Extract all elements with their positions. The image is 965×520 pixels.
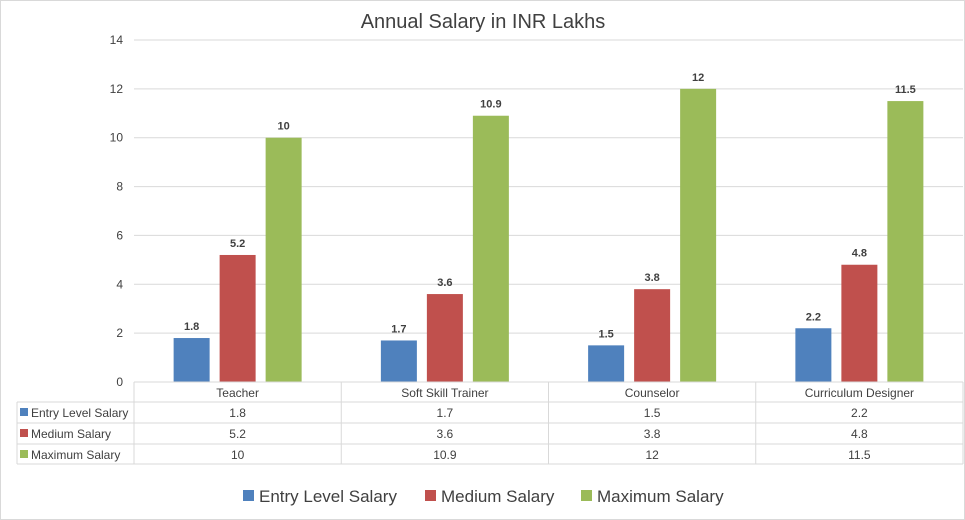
table-cell: 2.2	[851, 406, 868, 420]
legend-key	[425, 490, 436, 501]
table-cell: 10.9	[433, 448, 457, 462]
y-tick-label: 10	[110, 131, 124, 145]
data-label: 3.6	[437, 277, 452, 289]
data-label: 10.9	[480, 99, 501, 111]
table-legend-key	[20, 408, 28, 416]
table-cell: 5.2	[229, 427, 246, 441]
bar	[634, 289, 671, 382]
data-label: 5.2	[230, 238, 245, 250]
category-label: Teacher	[216, 386, 259, 400]
legend-key	[581, 490, 592, 501]
data-label: 1.8	[184, 321, 199, 333]
bar	[380, 340, 417, 382]
y-tick-label: 14	[110, 33, 124, 47]
table-series-label: Maximum Salary	[31, 448, 120, 462]
table-legend-key	[20, 429, 28, 437]
legend-label: Maximum Salary	[597, 487, 724, 506]
legend-label: Medium Salary	[441, 487, 555, 506]
y-tick-label: 4	[116, 277, 123, 291]
category-label: Counselor	[625, 386, 680, 400]
bar	[426, 294, 463, 382]
y-tick-label: 8	[116, 180, 123, 194]
table-series-label: Entry Level Salary	[31, 406, 128, 420]
category-label: Curriculum Designer	[805, 386, 914, 400]
legend-label: Entry Level Salary	[259, 487, 397, 506]
bar	[219, 254, 256, 382]
bar	[841, 264, 878, 382]
y-tick-label: 2	[116, 326, 123, 340]
table-series-label: Medium Salary	[31, 427, 111, 441]
category-label: Soft Skill Trainer	[401, 386, 488, 400]
table-cell: 1.7	[437, 406, 454, 420]
table-cell: 11.5	[848, 448, 871, 462]
bar	[472, 115, 509, 382]
y-tick-label: 12	[110, 82, 124, 96]
table-cell: 12	[645, 448, 659, 462]
bar	[173, 338, 210, 382]
table-cell: 4.8	[851, 427, 868, 441]
table-cell: 3.6	[437, 427, 454, 441]
data-label: 1.5	[598, 328, 613, 340]
data-label: 1.7	[391, 323, 406, 335]
bar	[265, 137, 302, 382]
table-cell: 1.8	[229, 406, 246, 420]
data-label: 10	[278, 121, 290, 133]
data-label: 3.8	[644, 272, 659, 284]
data-label: 12	[692, 72, 704, 84]
data-label: 4.8	[852, 248, 867, 260]
bar	[887, 101, 924, 383]
legend-key	[243, 490, 254, 501]
data-label: 2.2	[806, 311, 821, 323]
y-tick-label: 6	[116, 228, 123, 242]
table-cell: 3.8	[644, 427, 661, 441]
bar	[680, 88, 717, 382]
data-label: 11.5	[895, 84, 916, 96]
chart-title: Annual Salary in INR Lakhs	[361, 11, 606, 33]
table-cell: 10	[231, 448, 245, 462]
bar	[795, 328, 832, 382]
bar	[588, 345, 625, 382]
table-legend-key	[20, 450, 28, 458]
y-tick-label: 0	[116, 375, 123, 389]
table-cell: 1.5	[644, 406, 661, 420]
